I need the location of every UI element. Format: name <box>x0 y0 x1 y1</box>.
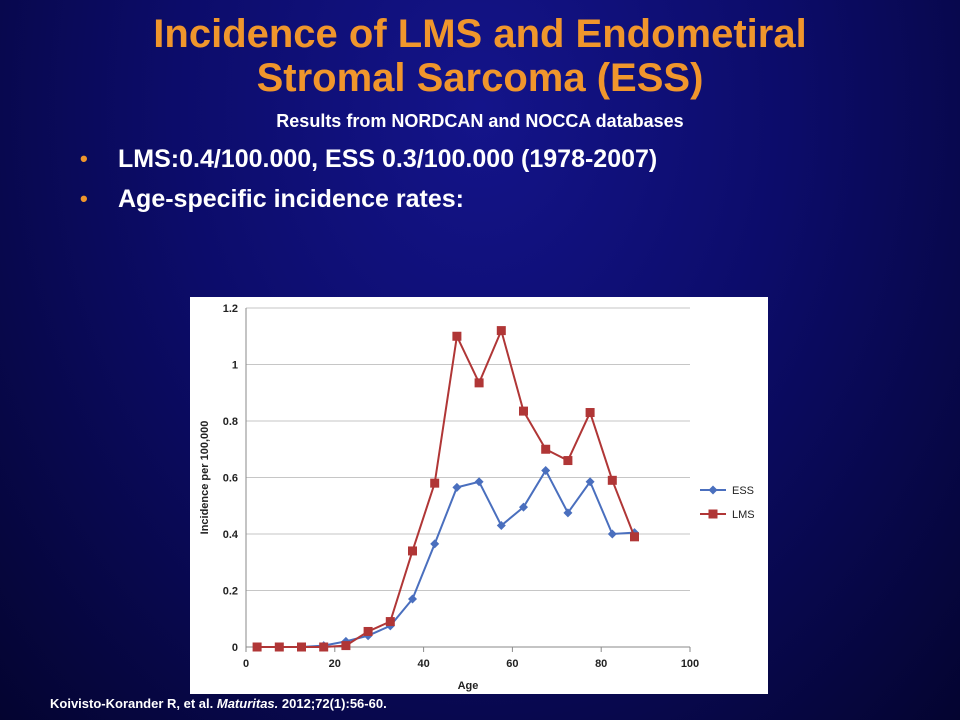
slide-title-line-2: Stromal Sarcoma (ESS) <box>256 56 704 100</box>
y-tick-label: 0.2 <box>223 586 238 598</box>
bullet-list: • LMS:0.4/100.000, ESS 0.3/100.000 (1978… <box>80 144 940 224</box>
lms-data-point <box>252 642 262 652</box>
bullet-text: Age-specific incidence rates: <box>118 185 464 213</box>
lms-data-point <box>496 326 506 336</box>
citation-details: 2012;72(1):56-60. <box>278 696 387 711</box>
citation-authors: Koivisto-Korander R, et al. <box>50 696 217 711</box>
lms-data-point <box>363 626 373 636</box>
ess-data-point <box>408 594 417 604</box>
bullet-text: LMS:0.4/100.000, ESS 0.3/100.000 (1978-2… <box>118 145 658 173</box>
ess-data-point <box>541 465 551 475</box>
slide-subtitle: Results from NORDCAN and NOCCA databases <box>276 111 684 131</box>
citation-journal: Maturitas. <box>216 696 279 711</box>
lms-data-point <box>430 478 440 488</box>
lms-data-point <box>452 331 462 341</box>
bullet-item: • LMS:0.4/100.000, ESS 0.3/100.000 (1978… <box>80 144 940 174</box>
lms-data-point <box>341 641 351 651</box>
ess-legend-marker <box>708 485 718 495</box>
chart-panel: 0 0.2 0.4 0.6 0.8 1 1.2 0 20 40 60 80 100 Age Incidenc… <box>190 297 768 694</box>
citation: Koivisto-Korander R, et al. Maturitas. 2… <box>50 696 387 712</box>
ess-data-point <box>430 539 440 549</box>
ess-series-line <box>257 468 635 648</box>
x-tick-label: 0 <box>243 658 249 670</box>
y-tick-label: 1 <box>232 360 238 372</box>
lms-data-point <box>297 642 306 652</box>
lms-data-point <box>319 642 329 652</box>
x-tick-label: 40 <box>417 658 429 670</box>
y-tick-label: 0.6 <box>223 473 238 485</box>
x-axis-title: Age <box>458 680 479 692</box>
lms-data-point <box>607 475 617 485</box>
x-tick-label: 100 <box>681 658 699 670</box>
incidence-line-chart: 0 0.2 0.4 0.6 0.8 1 1.2 0 20 40 60 80 100 Age Incidenc… <box>199 303 755 692</box>
y-tick-label: 0.4 <box>223 529 239 541</box>
lms-data-point <box>474 378 484 388</box>
ess-data-point <box>607 529 617 539</box>
ess-data-point <box>452 482 462 492</box>
ess-data-point <box>474 477 484 487</box>
lms-series-line <box>257 327 636 648</box>
lms-data-point <box>585 408 595 418</box>
bullet-item: • Age-specific incidence rates: <box>80 184 940 214</box>
bullet-marker-icon: • <box>80 186 88 211</box>
ess-data-point <box>563 508 573 518</box>
slide-title-line-1: Incidence of LMS and Endometiral <box>153 12 807 56</box>
lms-data-point <box>630 532 639 542</box>
lms-data-point <box>541 444 551 454</box>
ess-data-point <box>585 477 595 487</box>
y-tick-label: 1.2 <box>223 303 238 315</box>
y-axis-title: Incidence per 100,000 <box>199 421 211 535</box>
y-tick-label: 0.8 <box>223 416 238 428</box>
bullet-marker-icon: • <box>80 146 88 171</box>
lms-data-point <box>274 642 284 652</box>
ess-data-point <box>496 521 506 531</box>
lms-data-point <box>408 546 417 556</box>
lms-data-point <box>519 406 528 416</box>
x-tick-label: 80 <box>595 658 607 670</box>
ess-legend-label: ESS <box>732 485 754 497</box>
x-tick-label: 60 <box>506 658 518 670</box>
lms-data-point <box>385 617 395 627</box>
y-tick-label: 0 <box>232 642 238 654</box>
ess-data-point <box>519 502 528 512</box>
x-tick-label: 20 <box>329 658 341 670</box>
lms-legend-label: LMS <box>732 509 755 521</box>
lms-data-point <box>563 456 573 466</box>
lms-legend-marker <box>708 509 718 519</box>
